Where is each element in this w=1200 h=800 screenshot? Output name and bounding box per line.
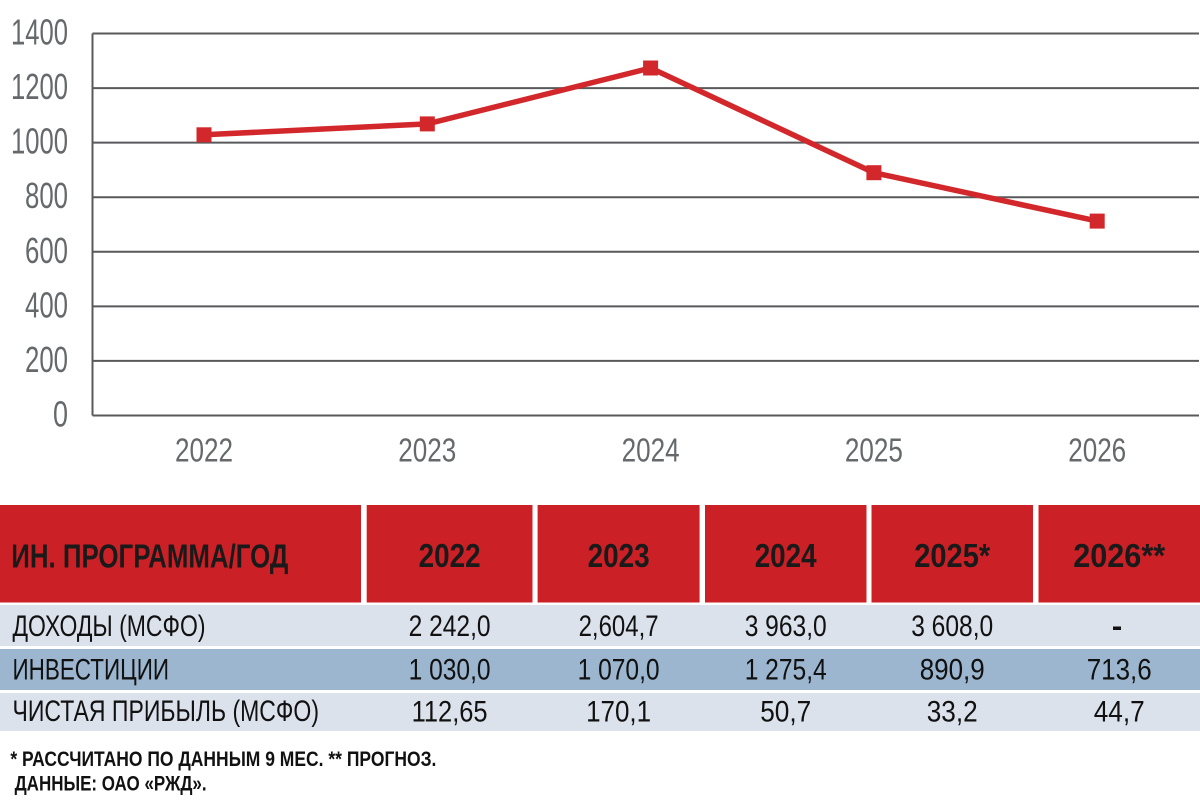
svg-text:2025: 2025 — [845, 433, 903, 470]
svg-text:170,1: 170,1 — [586, 696, 651, 729]
svg-text:33,2: 33,2 — [927, 696, 978, 729]
svg-text:0: 0 — [53, 394, 68, 435]
svg-text:1 070,0: 1 070,0 — [578, 654, 660, 687]
svg-text:ИН. ПРОГРАММА/ГОД: ИН. ПРОГРАММА/ГОД — [11, 538, 288, 575]
svg-text:200: 200 — [25, 339, 68, 380]
svg-text:890,9: 890,9 — [920, 654, 985, 687]
svg-text:50,7: 50,7 — [760, 696, 811, 729]
svg-text:2022: 2022 — [175, 433, 233, 470]
svg-text:3 963,0: 3 963,0 — [745, 610, 827, 643]
svg-text:ДАННЫЕ: ОАО «РЖД».: ДАННЫЕ: ОАО «РЖД». — [15, 772, 207, 796]
svg-text:1200: 1200 — [11, 66, 68, 107]
svg-text:2024: 2024 — [622, 433, 680, 470]
svg-text:2,604,7: 2,604,7 — [579, 610, 659, 643]
svg-text:400: 400 — [25, 284, 68, 325]
svg-text:* РАССЧИТАНО ПО ДАННЫМ 9 МЕС.: * РАССЧИТАНО ПО ДАННЫМ 9 МЕС. ** ПРОГНОЗ… — [10, 747, 436, 771]
svg-text:ИНВЕСТИЦИИ: ИНВЕСТИЦИИ — [13, 654, 170, 687]
svg-text:600: 600 — [25, 230, 68, 271]
svg-text:2023: 2023 — [398, 433, 456, 470]
svg-text:2026: 2026 — [1068, 433, 1126, 470]
svg-text:ЧИСТАЯ ПРИБЫЛЬ (МСФО): ЧИСТАЯ ПРИБЫЛЬ (МСФО) — [13, 695, 320, 728]
svg-text:2024: 2024 — [755, 537, 818, 574]
svg-text:44,7: 44,7 — [1094, 696, 1145, 729]
svg-text:2023: 2023 — [588, 537, 650, 574]
svg-text:1400: 1400 — [11, 12, 68, 53]
svg-text:2022: 2022 — [419, 537, 481, 574]
svg-text:2026**: 2026** — [1073, 537, 1165, 574]
svg-text:1 030,0: 1 030,0 — [409, 654, 491, 687]
svg-text:3 608,0: 3 608,0 — [911, 610, 993, 643]
svg-text:1 275,4: 1 275,4 — [745, 654, 827, 687]
svg-text:1000: 1000 — [11, 121, 68, 162]
svg-text:713,6: 713,6 — [1087, 654, 1152, 687]
svg-text:800: 800 — [25, 175, 68, 216]
svg-text:112,65: 112,65 — [412, 696, 488, 729]
svg-text:ДОХОДЫ (МСФО): ДОХОДЫ (МСФО) — [13, 610, 206, 643]
svg-text:2 242,0: 2 242,0 — [409, 610, 491, 643]
svg-text:2025*: 2025* — [914, 537, 990, 574]
